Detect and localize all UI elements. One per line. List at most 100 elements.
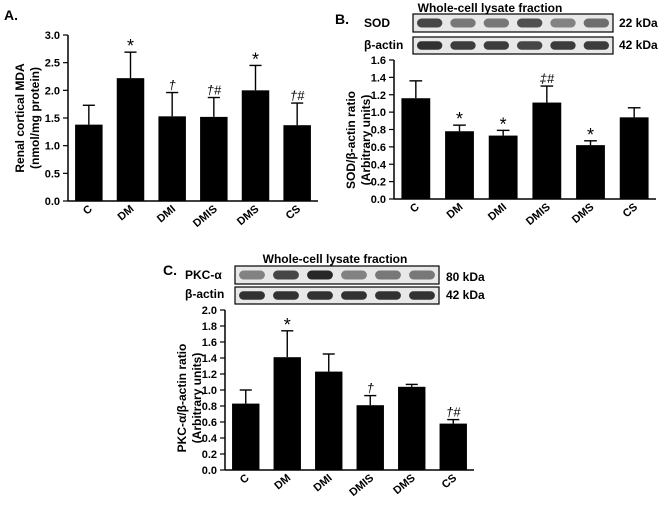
western-blot-c	[234, 265, 440, 305]
blot-strip-c-1	[234, 286, 440, 305]
x-tick-label-b: DMS	[570, 201, 596, 226]
blot-band-b	[517, 18, 543, 28]
bar-b-dm	[445, 131, 474, 199]
blot-band-c	[375, 270, 401, 280]
bar-a-c	[75, 124, 103, 201]
y-tick-label-a: 0.5	[45, 168, 60, 180]
y-axis-label-line1-b: SOD/β-actin ratio	[344, 91, 358, 189]
bar-c-dmi	[315, 371, 343, 470]
y-tick-label-a: 2.5	[45, 58, 60, 70]
bar-a-dms	[241, 90, 270, 201]
y-tick-label-c: 0.6	[202, 417, 217, 429]
significance-mark-c: †	[367, 381, 375, 396]
blot-band-c	[341, 270, 367, 280]
y-axis-label-line1-c: PKC-α/β-actin ratio	[175, 344, 189, 453]
significance-mark-a: *	[127, 36, 134, 56]
plot-c: 0.0 0.2 0.4 0.6 0.8 1.0 1.2 1.4 1.6 1.8 2.0 C * DM DMI…	[202, 305, 474, 499]
blot-kda-beta-actin-b: 42 kDa	[619, 38, 658, 52]
western-blot-b	[412, 13, 614, 55]
y-tick-label-c: 0.2	[202, 449, 217, 461]
significance-mark-a: †#	[290, 88, 305, 103]
y-tick-label-b: 1.0	[371, 107, 386, 119]
bar-a-cs	[283, 125, 311, 201]
y-tick-label-b: 0.6	[371, 142, 386, 154]
bar-b-dmis	[532, 102, 562, 199]
blot-band-c	[409, 270, 435, 280]
y-tick-label-c: 0.4	[202, 433, 218, 445]
blot-title-b: Whole-cell lysate fraction	[418, 1, 563, 15]
significance-mark-c: *	[284, 315, 291, 335]
significance-mark-b: *	[587, 125, 594, 145]
y-axis-label-line1-a: Renal cortical MDA	[13, 63, 27, 173]
y-tick-label-c: 1.6	[202, 337, 217, 349]
bar-a-dmis	[200, 116, 228, 201]
y-axis-label-line2-c: (Arbitrary units)	[190, 353, 204, 444]
x-tick-label-b: DMI	[486, 201, 509, 223]
y-tick-label-a: 3.0	[45, 30, 60, 42]
blot-band-c	[307, 291, 333, 300]
blot-strip-c-0	[234, 265, 440, 285]
x-tick-label-c: DMI	[312, 472, 335, 494]
bar-b-cs	[619, 117, 649, 199]
blot-band-b	[417, 18, 443, 28]
y-tick-label-c: 1.0	[202, 385, 217, 397]
y-tick-label-a: 1.5	[45, 113, 60, 125]
blot-band-b	[450, 18, 476, 28]
significance-mark-b: ‡#	[540, 71, 555, 86]
y-tick-label-c: 1.4	[202, 353, 218, 365]
bar-b-dmi	[488, 135, 518, 199]
blot-band-b	[450, 41, 476, 50]
y-tick-label-c: 2.0	[202, 305, 217, 317]
blot-title-c: Whole-cell lysate fraction	[263, 252, 408, 266]
blot-band-c	[409, 291, 435, 300]
blot-band-b	[417, 41, 443, 50]
y-tick-label-c: 0.0	[202, 465, 217, 477]
x-tick-label-a: DMS	[235, 203, 261, 228]
significance-mark-c: †#	[446, 405, 461, 420]
blot-band-b	[550, 18, 576, 28]
blot-label-beta-actin-c: β-actin	[185, 287, 224, 301]
blot-band-b	[550, 41, 576, 50]
significance-mark-a: †	[169, 78, 177, 93]
panel-label-c: C.	[163, 262, 177, 278]
blot-band-c	[239, 270, 265, 280]
blot-band-b	[583, 41, 609, 50]
panel-label-b: B.	[335, 11, 349, 27]
y-axis-label-line2-a: (nmol/mg protein)	[28, 67, 42, 169]
x-tick-label-b: CS	[621, 201, 640, 220]
plot-a: 0.0 0.5 1.0 1.5 2.0 2.5 3.0 C * DM † DMI †# DMIS * DMS †…	[45, 30, 318, 230]
x-tick-label-c: CS	[440, 472, 459, 491]
y-tick-label-b: 0.0	[371, 194, 386, 206]
significance-mark-a: *	[252, 49, 259, 69]
y-tick-label-b: 0.8	[371, 125, 386, 137]
x-tick-label-c: DMS	[391, 472, 417, 497]
blot-label-sod: SOD	[364, 16, 390, 30]
x-tick-label-a: DMI	[155, 203, 178, 225]
x-tick-label-a: CS	[284, 203, 303, 222]
y-axis-label-line2-b: (Arbitrary units)	[359, 95, 373, 186]
y-tick-label-a: 0.0	[45, 196, 60, 208]
blot-kda-sod: 22 kDa	[619, 16, 658, 30]
bar-c-dmis	[356, 405, 384, 470]
blot-band-c	[307, 270, 333, 280]
y-tick-label-c: 0.8	[202, 401, 217, 413]
blot-band-b	[517, 41, 543, 50]
y-tick-label-b: 1.6	[371, 55, 386, 67]
x-tick-label-a: C	[81, 203, 95, 217]
blot-band-b	[583, 18, 609, 28]
significance-mark-a: †#	[207, 83, 222, 98]
panel-b: B. Whole-cell lysate fraction SOD β-acti…	[335, 1, 658, 228]
y-tick-label-a: 2.0	[45, 85, 60, 97]
x-tick-label-c: C	[238, 472, 252, 486]
bar-c-c	[232, 403, 260, 470]
x-tick-label-c: DM	[272, 472, 293, 492]
panel-c: C. Whole-cell lysate fraction PKC-α β-ac…	[163, 252, 485, 499]
blot-band-c	[341, 291, 367, 300]
y-tick-label-c: 1.2	[202, 369, 217, 381]
blot-label-beta-actin-b: β-actin	[364, 38, 403, 52]
blot-strip-b-0	[412, 13, 614, 33]
bar-c-dm	[273, 357, 301, 470]
bar-c-dms	[398, 386, 426, 470]
bar-a-dm	[116, 78, 145, 201]
